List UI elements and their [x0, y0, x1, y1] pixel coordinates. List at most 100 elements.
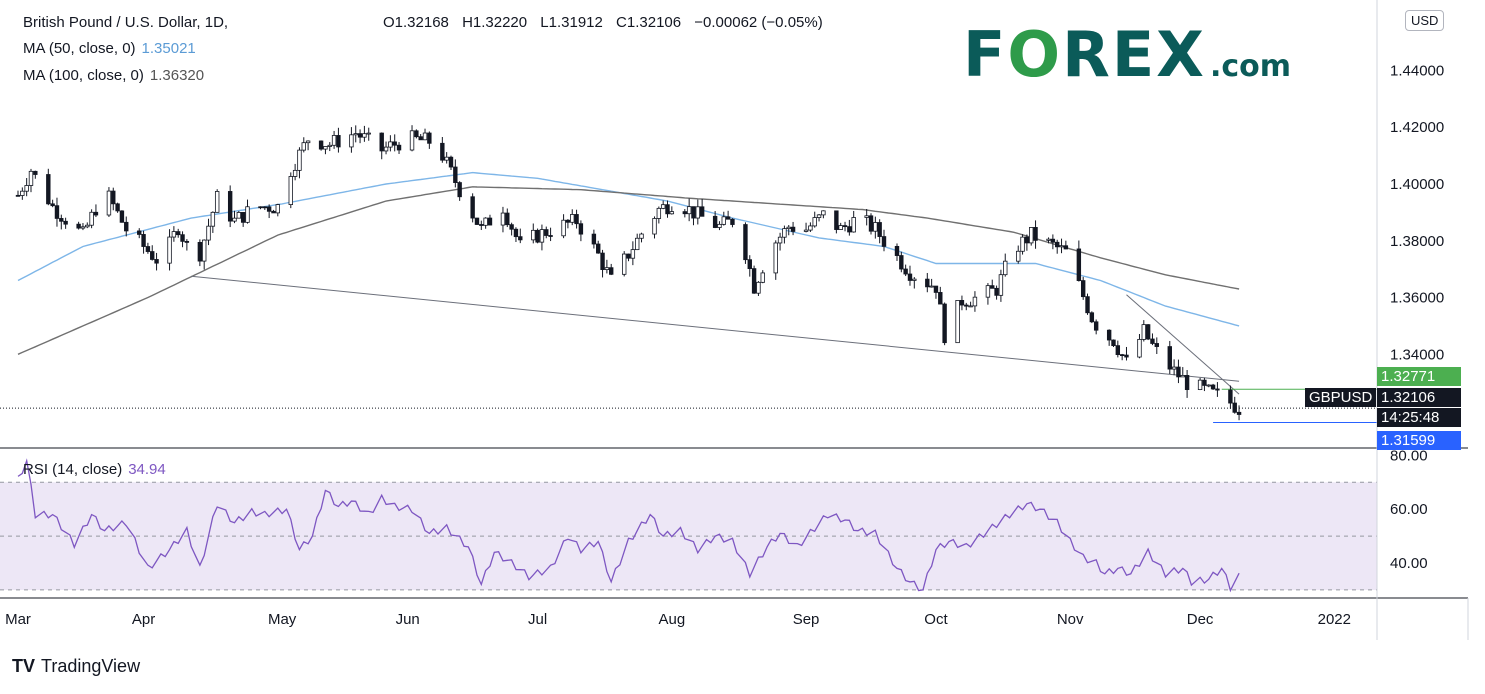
candle-body [773, 242, 778, 274]
candle [721, 211, 726, 226]
candle-body [626, 253, 631, 259]
candle [1167, 340, 1172, 374]
candle-body [353, 133, 358, 136]
candle [1119, 353, 1125, 361]
candle-body [15, 194, 21, 197]
candle [609, 263, 614, 276]
candle [197, 239, 203, 267]
candle [652, 216, 657, 239]
candle [288, 172, 293, 209]
candle-body [1080, 280, 1086, 298]
candle-body [457, 182, 462, 198]
candle [899, 251, 904, 273]
candle-body [777, 236, 783, 244]
candle-body [258, 206, 263, 209]
candle [942, 302, 947, 346]
price-tick-label: 1.44000 [1390, 62, 1444, 79]
candle-body [1085, 296, 1090, 314]
candle [1085, 293, 1090, 315]
candle [176, 228, 181, 238]
candle-body [271, 210, 276, 214]
ma100-value: 1.36320 [149, 67, 205, 84]
candle-body [85, 224, 90, 228]
candle [1184, 369, 1190, 398]
candle-body [1228, 389, 1233, 404]
candle [544, 226, 549, 239]
candle-body [1020, 236, 1025, 252]
candle-body [1150, 338, 1155, 344]
candle-body [955, 300, 960, 344]
candle [336, 127, 341, 153]
price-tick-label: 1.34000 [1390, 346, 1444, 363]
time-tick-label: Jun [396, 611, 420, 628]
candle [1033, 220, 1038, 249]
candle-body [444, 156, 449, 161]
ma50-label: MA (50, close, 0) [23, 40, 136, 57]
candle-body [1171, 366, 1177, 370]
legend-rsi[interactable]: RSI (14, close) 34.94 [23, 461, 166, 478]
currency-button[interactable]: USD [1405, 10, 1445, 31]
candle-body [933, 285, 939, 293]
tradingview-logo-icon: TV [12, 656, 36, 676]
candle [245, 199, 250, 224]
candle [1076, 240, 1082, 282]
candle [1145, 324, 1151, 341]
candle-body [760, 272, 765, 283]
candle [444, 152, 449, 164]
candle-body [262, 206, 268, 209]
candle-body [609, 267, 614, 275]
legend-ma50[interactable]: MA (50, close, 0) 1.35021 [23, 40, 196, 57]
candle-body [630, 249, 636, 259]
candle [145, 242, 151, 254]
candle [1055, 239, 1060, 254]
candle [362, 125, 367, 142]
candle-body [206, 225, 211, 241]
candle-body [362, 133, 367, 138]
candle [1003, 253, 1008, 277]
candle-body [154, 259, 159, 264]
candle [639, 232, 644, 243]
candle [743, 222, 748, 264]
candle-body [942, 303, 947, 344]
candle [448, 155, 454, 170]
candle-body [881, 236, 887, 247]
candle [851, 210, 856, 233]
candle-body [323, 146, 328, 150]
legend-ma100[interactable]: MA (100, close, 0) 1.36320 [23, 67, 204, 84]
candle-body [864, 215, 869, 218]
candle [565, 219, 571, 229]
candle [1020, 234, 1025, 255]
rsi-value: 34.94 [128, 461, 166, 478]
candle-body [275, 204, 280, 214]
candle [318, 140, 324, 151]
candlesticks [15, 125, 1242, 421]
candle [821, 210, 826, 219]
candle [301, 137, 306, 153]
candle [782, 225, 787, 244]
candle-body [574, 214, 579, 225]
candle-body [1111, 339, 1116, 347]
candle-body [790, 226, 796, 232]
candle-body [959, 300, 965, 306]
candle-body [180, 234, 185, 242]
candle [115, 202, 120, 213]
candle [59, 214, 64, 230]
candle [518, 228, 523, 244]
candle-body [743, 224, 748, 261]
candle [894, 243, 900, 261]
candle [816, 214, 822, 222]
candle-body [115, 203, 120, 212]
candle-body [366, 132, 371, 135]
candle-body [483, 217, 488, 226]
candle-body [903, 268, 908, 275]
candle [730, 218, 735, 228]
candle [513, 227, 519, 242]
symbol-title: British Pound / U.S. Dollar, 1D, [23, 14, 229, 31]
candle [275, 203, 280, 217]
candle-body [232, 217, 237, 222]
candle-body [994, 287, 999, 296]
candle-body [245, 206, 250, 223]
candle [756, 281, 761, 296]
candle-body [1076, 248, 1082, 281]
tradingview-brand[interactable]: TV TradingView [12, 656, 140, 677]
